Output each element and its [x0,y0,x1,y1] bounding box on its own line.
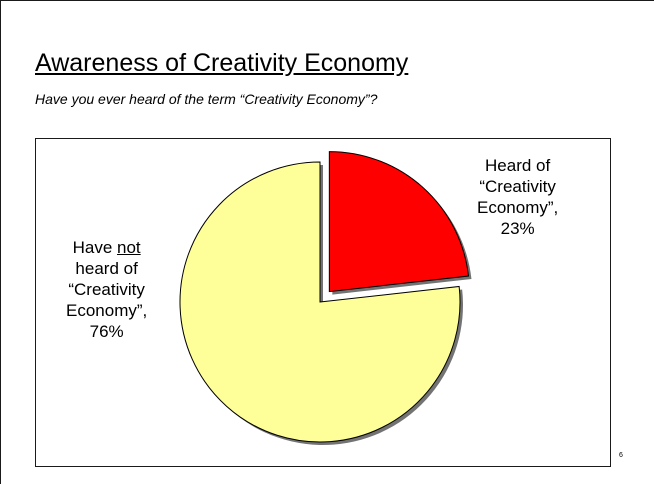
pie-chart-frame: Heard of “Creativity Economy”, 23% Have … [35,138,611,467]
slice-label-not-heard-line-3: “Creativity [68,280,145,299]
slide-title: Awareness of Creativity Economy [35,49,409,77]
page-number: 6 [619,452,623,459]
slice-label-not-heard-emphasis: not [117,238,141,257]
slice-label-heard: Heard of “Creativity Economy”, 23% [477,155,558,239]
pie-slice-not_heard [179,161,461,443]
slice-label-not-heard-line-4: Economy”, [66,301,148,320]
pie-slice-heard [328,151,470,293]
pie-chart [179,151,472,445]
slice-label-heard-value: 23% [500,219,535,238]
slice-label-heard-line-3: Economy”, [477,198,559,217]
slice-label-heard-line-1: Heard of [485,156,551,175]
slice-label-not-heard-line-1: Have not [66,237,147,258]
slice-label-heard-line-2: “Creativity [479,177,556,196]
slice-label-not-heard-line-2: heard of [75,259,138,278]
slice-label-not-heard: Have not heard of “Creativity Economy”, … [66,237,147,342]
slice-label-not-heard-value: 76% [89,322,124,341]
slice-label-not-heard-pre: Have [72,238,118,257]
slide-subtitle: Have you ever heard of the term “Creativ… [35,91,378,107]
